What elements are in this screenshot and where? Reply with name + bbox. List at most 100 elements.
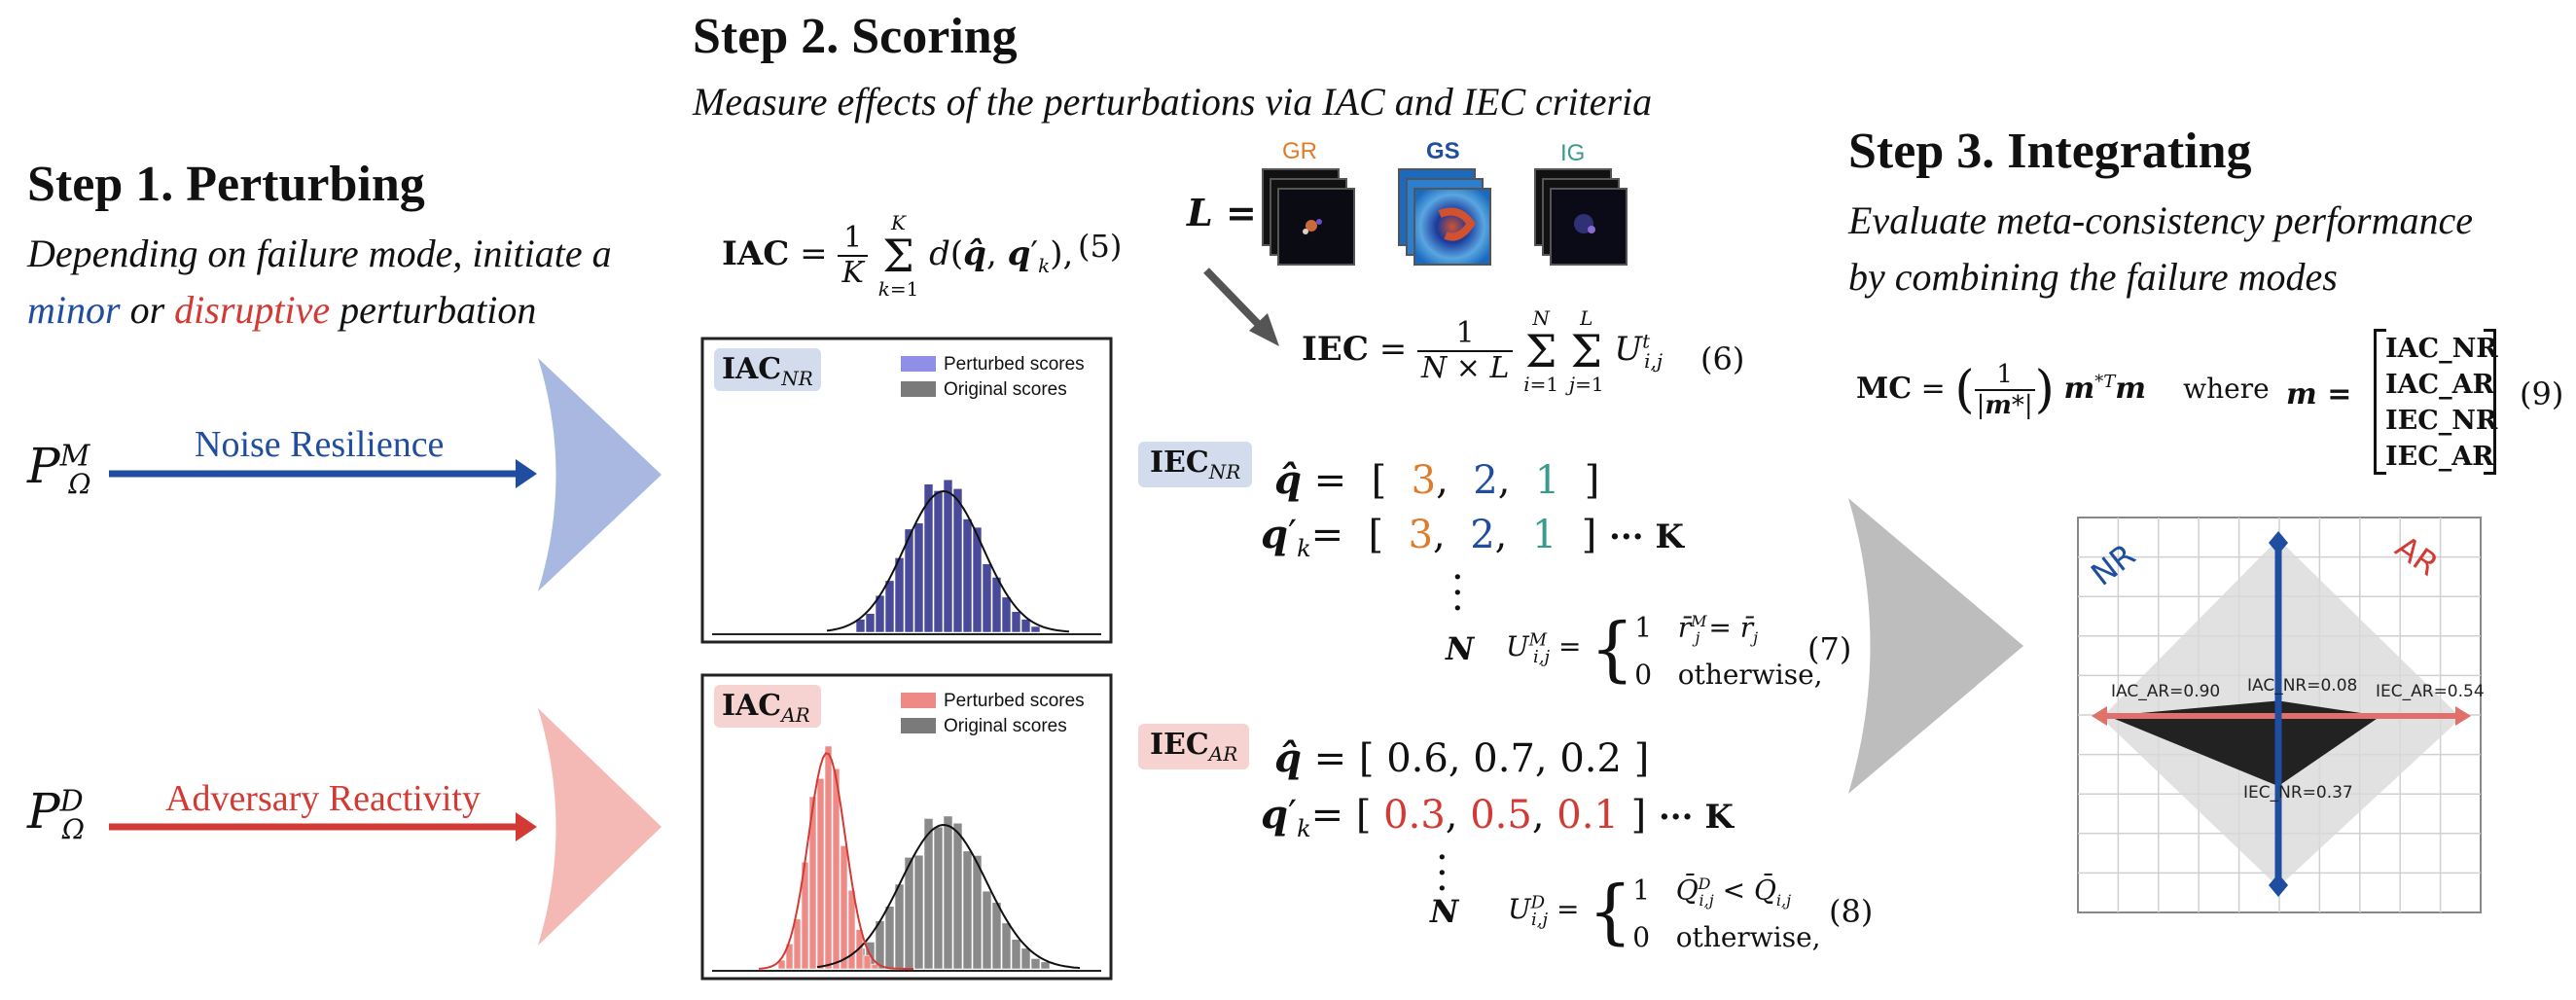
histogram-bar <box>875 920 885 970</box>
histogram-bar <box>894 557 905 633</box>
step1-subtitle-line1: Depending on failure mode, initiate a <box>27 232 612 275</box>
mc-equation: MC = (1 |m*|) m*Tm where <box>1856 360 2270 420</box>
iac-nr-value-label: IAC_NR=0.08 <box>2247 676 2357 696</box>
iec-nr-vdots: · · · <box>1451 555 1464 631</box>
step1-title: Step 1. Perturbing <box>27 157 425 212</box>
disruptive-word: disruptive <box>174 288 331 332</box>
p-minor-symbol: PMΩ <box>27 438 91 500</box>
mc-eq-number: (9) <box>2520 375 2564 412</box>
histogram-bar <box>824 745 833 970</box>
step1-subtitle: Depending on failure mode, initiate a mi… <box>27 226 612 339</box>
step1-subtitle-line2: minor or disruptive perturbation <box>27 282 612 339</box>
iec-ar-n: N <box>1430 893 1459 930</box>
nr-legend-original: Original scores <box>944 379 1067 400</box>
explanation-maps <box>1262 168 1628 266</box>
histogram-bar <box>1020 947 1031 970</box>
perturbation-word: perturbation <box>330 288 537 332</box>
iec-nr-eq-number: (7) <box>1807 630 1852 667</box>
histogram-bar <box>865 613 876 633</box>
ar-legend-original: Original scores <box>944 716 1067 736</box>
histogram-bar <box>1040 961 1051 970</box>
iec-ar-q-hat: q̂ = [ 0.6, 0.7, 0.2 ] <box>1274 735 1650 781</box>
histogram-bar <box>832 768 841 970</box>
nr-legend-perturbed: Perturbed scores <box>944 354 1085 375</box>
histogram-bar <box>991 902 1002 970</box>
iec-nr-n: N <box>1446 630 1475 667</box>
histogram-bar <box>913 854 924 970</box>
where-word: where <box>2183 373 2270 405</box>
iec-ar-u-def: UDi,j = {1 Q̄Di,j < Q̄i,j 0 otherwise, <box>1508 870 1821 953</box>
histogram-bar <box>913 522 924 633</box>
iac-nr-badge-bg <box>714 348 821 391</box>
ig-map-stack <box>1534 168 1628 266</box>
histogram-bar <box>855 619 866 633</box>
ar-legend-perturbed: Perturbed scores <box>944 691 1085 711</box>
iec-nr-value-label: IEC_NR=0.37 <box>2243 783 2353 803</box>
noise-arrow <box>109 459 537 488</box>
diagonal-arrow-icon <box>1203 268 1279 346</box>
histogram-bar <box>991 577 1002 633</box>
histogram-ar <box>700 673 1113 981</box>
explainer-gs-label: GS <box>1426 138 1460 164</box>
iec-ar-badge: IECAR <box>1138 724 1250 769</box>
step3-subtitle: Evaluate meta-consistency performance by… <box>1848 193 2473 305</box>
m-vector-brackets <box>2374 329 2496 475</box>
m-vector-item: IAC_AR <box>2385 370 2494 400</box>
histogram-bar <box>923 483 934 633</box>
histogram-bar <box>904 857 914 970</box>
ar-legend <box>901 693 936 733</box>
iac-ar-badge-bg <box>714 685 821 728</box>
step3-title: Step 3. Integrating <box>1848 124 2252 179</box>
histogram-bar <box>952 822 963 970</box>
iec-nr-badge: IECNR <box>1138 442 1253 487</box>
iec-eq-number: (6) <box>1700 340 1745 377</box>
iac-nr-badge: IACNR <box>722 352 813 390</box>
step3-subtitle-line2: by combining the failure modes <box>1848 255 2338 299</box>
nr-perturbed-bars <box>855 479 1041 633</box>
histogram-bar <box>943 479 953 633</box>
histogram-bar <box>808 796 817 970</box>
histogram-bar <box>1030 958 1041 970</box>
histogram-bar <box>943 815 953 970</box>
ar-original-curve <box>816 823 1081 970</box>
step2-title: Step 2. Scoring <box>693 9 1018 64</box>
histogram-bar <box>1011 939 1021 970</box>
histogram-bar <box>1030 625 1041 633</box>
gray-chevron-icon <box>1848 498 2023 794</box>
histogram-bar <box>894 883 905 970</box>
histogram-bar <box>982 563 992 633</box>
iac-ar-badge: IACAR <box>722 689 810 727</box>
histogram-bar <box>1020 619 1031 633</box>
histogram-bar <box>777 959 786 970</box>
iec-nr-q-hat: q̂ = [ 3, 2, 1 ] <box>1274 457 1600 503</box>
iec-nr-q-k: q′k= [ 3, 2, 1 ] ··· K <box>1261 512 1684 562</box>
histogram-bar <box>982 890 992 970</box>
m-vector-item: IEC_NR <box>2385 406 2498 436</box>
histogram-bar <box>972 855 983 970</box>
ar-axis-right-marker-icon <box>2455 706 2471 726</box>
gr-map-stack <box>1262 168 1355 266</box>
histogram-bar <box>793 918 802 970</box>
m-vector-item: IAC_NR <box>2385 334 2498 364</box>
p-disruptive-symbol: PDΩ <box>27 783 85 845</box>
histogram-bar <box>933 826 944 970</box>
noise-resilience-label: Noise Resilience <box>195 424 445 465</box>
iac-eq-number: (5) <box>1078 228 1123 265</box>
histogram-bar <box>962 518 973 633</box>
histogram-bar <box>884 580 895 633</box>
histogram-bar <box>840 845 848 970</box>
nr-axis-bottom-marker-icon <box>2269 874 2288 897</box>
or-word: or <box>120 288 175 332</box>
adversary-reactivity-label: Adversary Reactivity <box>165 778 481 819</box>
explainer-ig-label: IG <box>1560 140 1586 166</box>
histogram-bar <box>1001 922 1012 970</box>
iac-ar-value-label: IAC_AR=0.90 <box>2111 682 2220 701</box>
m-vector-item: IEC_AR <box>2385 442 2494 472</box>
step3-subtitle-line1: Evaluate meta-consistency performance <box>1848 198 2474 242</box>
histogram-bar <box>847 889 856 970</box>
ar-perturbed-curve <box>758 752 913 970</box>
blue-chevron-icon <box>538 358 662 591</box>
